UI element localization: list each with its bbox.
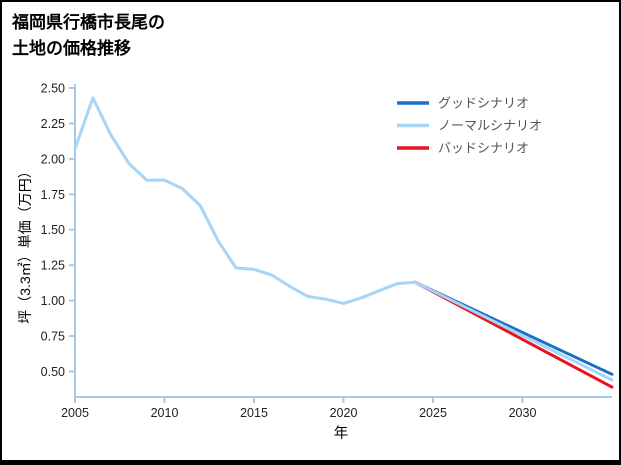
x-axis-label: 年 [333, 426, 349, 442]
x-tick-label: 2005 [61, 406, 89, 420]
x-tick-label: 2010 [151, 406, 179, 420]
y-tick-label: 1.25 [41, 259, 65, 273]
y-tick-label: 0.75 [41, 330, 65, 344]
x-tick-label: 2020 [330, 406, 358, 420]
legend-label: バッドシナリオ [438, 141, 529, 156]
axes: 0.50 0.75 1.00 1.25 1.50 1.75 2.00 2.25 2.50 2005… [41, 82, 612, 420]
y-tick-label: 2.50 [41, 82, 65, 96]
x-tick-label: 2030 [509, 406, 537, 420]
chart-title-line2: 土地の価格推移 [12, 39, 131, 59]
series-line-1 [73, 96, 614, 382]
price-trend-line-chart: 0.50 0.75 1.00 1.25 1.50 1.75 2.00 2.25 2.50 2005… [41, 82, 614, 420]
y-tick-label: 2.25 [41, 117, 65, 131]
x-tick-label: 2025 [419, 406, 447, 420]
y-tick-label: 1.75 [41, 188, 65, 202]
legend-label: グッドシナリオ [438, 96, 529, 111]
y-tick-label: 1.00 [41, 294, 65, 308]
y-tick-label: 2.00 [41, 152, 65, 166]
y-tick-label: 1.50 [41, 223, 65, 237]
chart-title-line1: 福岡県行橋市長尾の [12, 13, 165, 32]
y-tick-label: 0.50 [41, 365, 65, 379]
chart-title: 福岡県行橋市長尾の 土地の価格推移 [12, 10, 165, 63]
y-axis-label: 坪（3.3㎡）単価（万円） [17, 164, 33, 324]
x-tick-label: 2015 [240, 406, 268, 420]
legend-label: ノーマルシナリオ [438, 118, 542, 133]
